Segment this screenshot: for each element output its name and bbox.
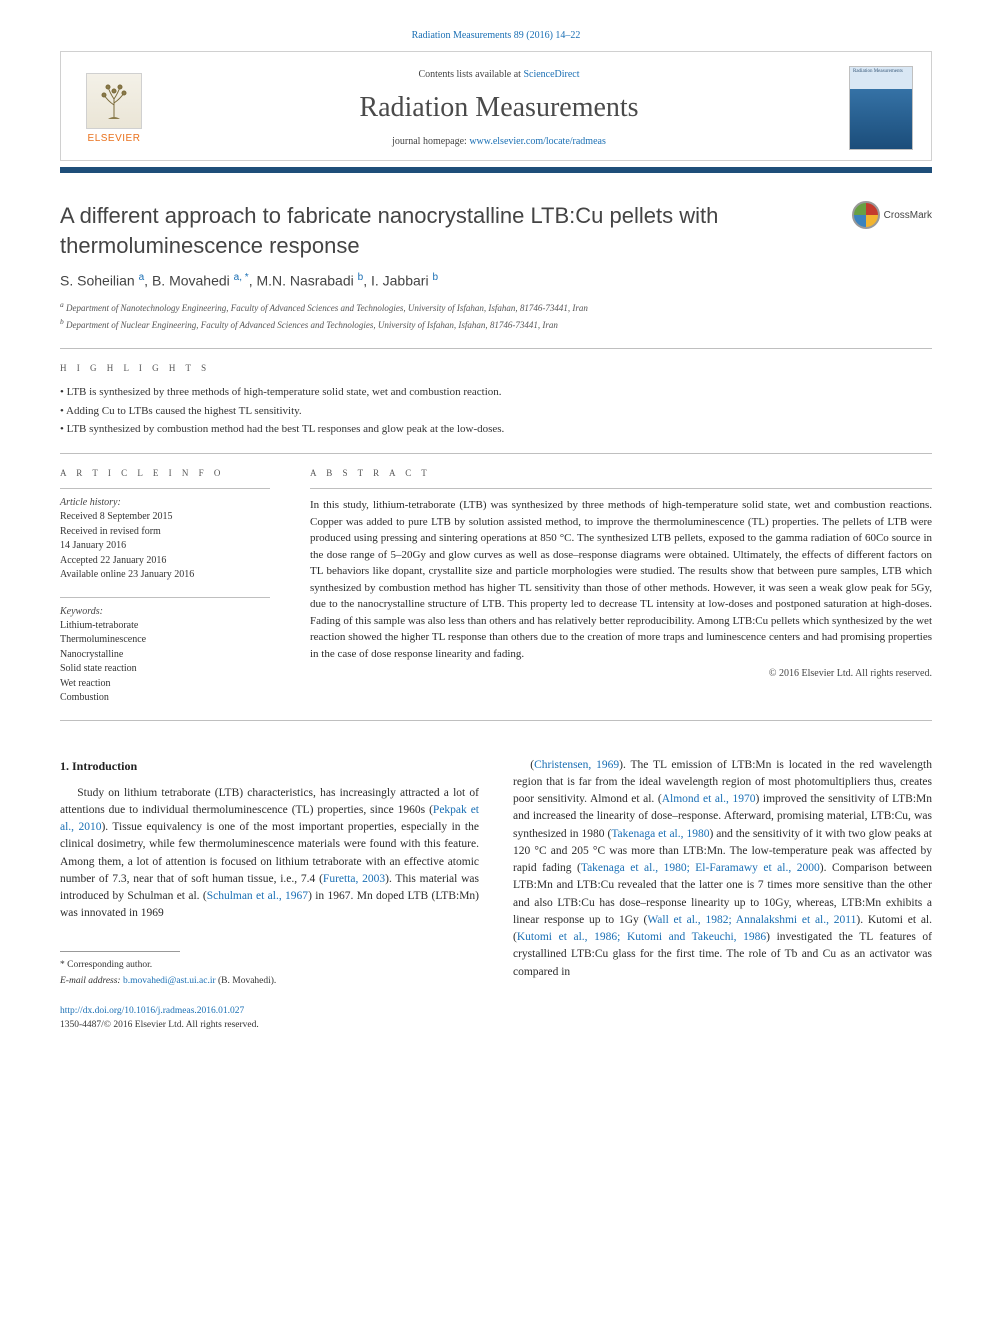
citation-link[interactable]: Takenaga et al., 1980	[611, 828, 709, 840]
history-lines: Received 8 September 2015Received in rev…	[60, 510, 270, 583]
title-accent-bar	[60, 167, 932, 173]
article-info-column: A R T I C L E I N F O Article history: R…	[60, 468, 270, 706]
section-heading: 1. Introduction	[60, 757, 479, 775]
abstract-label: A B S T R A C T	[310, 468, 932, 478]
citation-link[interactable]: Wall et al., 1982; Annalakshmi et al., 2…	[647, 914, 856, 926]
keywords-list: Lithium-tetraborateThermoluminescenceNan…	[60, 619, 270, 706]
affiliations: a Department of Nanotechnology Engineeri…	[60, 299, 932, 332]
separator	[310, 488, 932, 489]
separator	[60, 597, 270, 598]
highlights-list: LTB is synthesized by three methods of h…	[60, 383, 932, 439]
contents-available-line: Contents lists available at ScienceDirec…	[167, 69, 831, 80]
separator	[60, 720, 932, 721]
citation-link[interactable]: Almond et al., 1970	[662, 793, 756, 805]
article-title: A different approach to fabricate nanocr…	[60, 201, 832, 260]
separator	[60, 453, 932, 454]
citation-link[interactable]: Kutomi et al., 1986; Kutomi and Takeuchi…	[517, 931, 766, 943]
citation-link[interactable]: Christensen, 1969	[534, 759, 619, 771]
abstract-text: In this study, lithium-tetraborate (LTB)…	[310, 497, 932, 662]
keywords-label: Keywords:	[60, 606, 270, 617]
abstract-copyright: © 2016 Elsevier Ltd. All rights reserved…	[310, 668, 932, 679]
elsevier-tree-icon	[86, 73, 142, 129]
body-two-column: 1. Introduction Study on lithium tetrabo…	[60, 757, 932, 1033]
author-list: S. Soheilian a, B. Movahedi a, *, M.N. N…	[60, 272, 932, 289]
issn-copyright: 1350-4487/© 2016 Elsevier Ltd. All right…	[60, 1018, 479, 1032]
citation-link[interactable]: Takenaga et al., 1980; El-Faramawy et al…	[581, 862, 820, 874]
journal-title: Radiation Measurements	[167, 92, 831, 124]
body-column-left: 1. Introduction Study on lithium tetrabo…	[60, 757, 479, 1033]
article-info-label: A R T I C L E I N F O	[60, 468, 270, 478]
email-line: E-mail address: b.movahedi@ast.ui.ac.ir …	[60, 974, 479, 988]
journal-homepage-link[interactable]: www.elsevier.com/locate/radmeas	[469, 136, 606, 147]
journal-homepage-line: journal homepage: www.elsevier.com/locat…	[167, 136, 831, 147]
highlight-item: LTB is synthesized by three methods of h…	[60, 383, 932, 402]
highlight-item: Adding Cu to LTBs caused the highest TL …	[60, 402, 932, 421]
doi-block: http://dx.doi.org/10.1016/j.radmeas.2016…	[60, 1004, 479, 1033]
publisher-name: ELSEVIER	[88, 133, 141, 144]
highlights-label: H I G H L I G H T S	[60, 363, 932, 373]
sciencedirect-link[interactable]: ScienceDirect	[523, 69, 579, 80]
history-label: Article history:	[60, 497, 270, 508]
separator	[60, 488, 270, 489]
corresponding-label: * Corresponding author.	[60, 958, 479, 972]
body-paragraph: Study on lithium tetraborate (LTB) chara…	[60, 785, 479, 923]
body-column-right: (Christensen, 1969). The TL emission of …	[513, 757, 932, 1033]
publisher-logo: ELSEVIER	[79, 73, 149, 144]
highlights-section: H I G H L I G H T S LTB is synthesized b…	[60, 363, 932, 439]
journal-cover-thumbnail: Radiation Measurements	[849, 66, 913, 150]
citation-link[interactable]: Furetta, 2003	[323, 873, 385, 885]
crossmark-label: CrossMark	[884, 210, 932, 221]
abstract-column: A B S T R A C T In this study, lithium-t…	[310, 468, 932, 706]
citation-link[interactable]: Pekpak et al., 2010	[60, 804, 479, 833]
crossmark-badge[interactable]: CrossMark	[852, 201, 932, 229]
journal-masthead: ELSEVIER Contents lists available at Sci…	[60, 51, 932, 161]
corresponding-author-footer: * Corresponding author. E-mail address: …	[60, 951, 479, 989]
highlight-item: LTB synthesized by combustion method had…	[60, 420, 932, 439]
author-email-link[interactable]: b.movahedi@ast.ui.ac.ir	[123, 976, 216, 986]
cover-title: Radiation Measurements	[850, 67, 912, 89]
journal-reference: Radiation Measurements 89 (2016) 14–22	[60, 30, 932, 41]
citation-link[interactable]: Schulman et al., 1967	[207, 890, 308, 902]
crossmark-icon	[852, 201, 880, 229]
body-paragraph: (Christensen, 1969). The TL emission of …	[513, 757, 932, 981]
doi-link[interactable]: http://dx.doi.org/10.1016/j.radmeas.2016…	[60, 1004, 479, 1018]
separator	[60, 348, 932, 349]
